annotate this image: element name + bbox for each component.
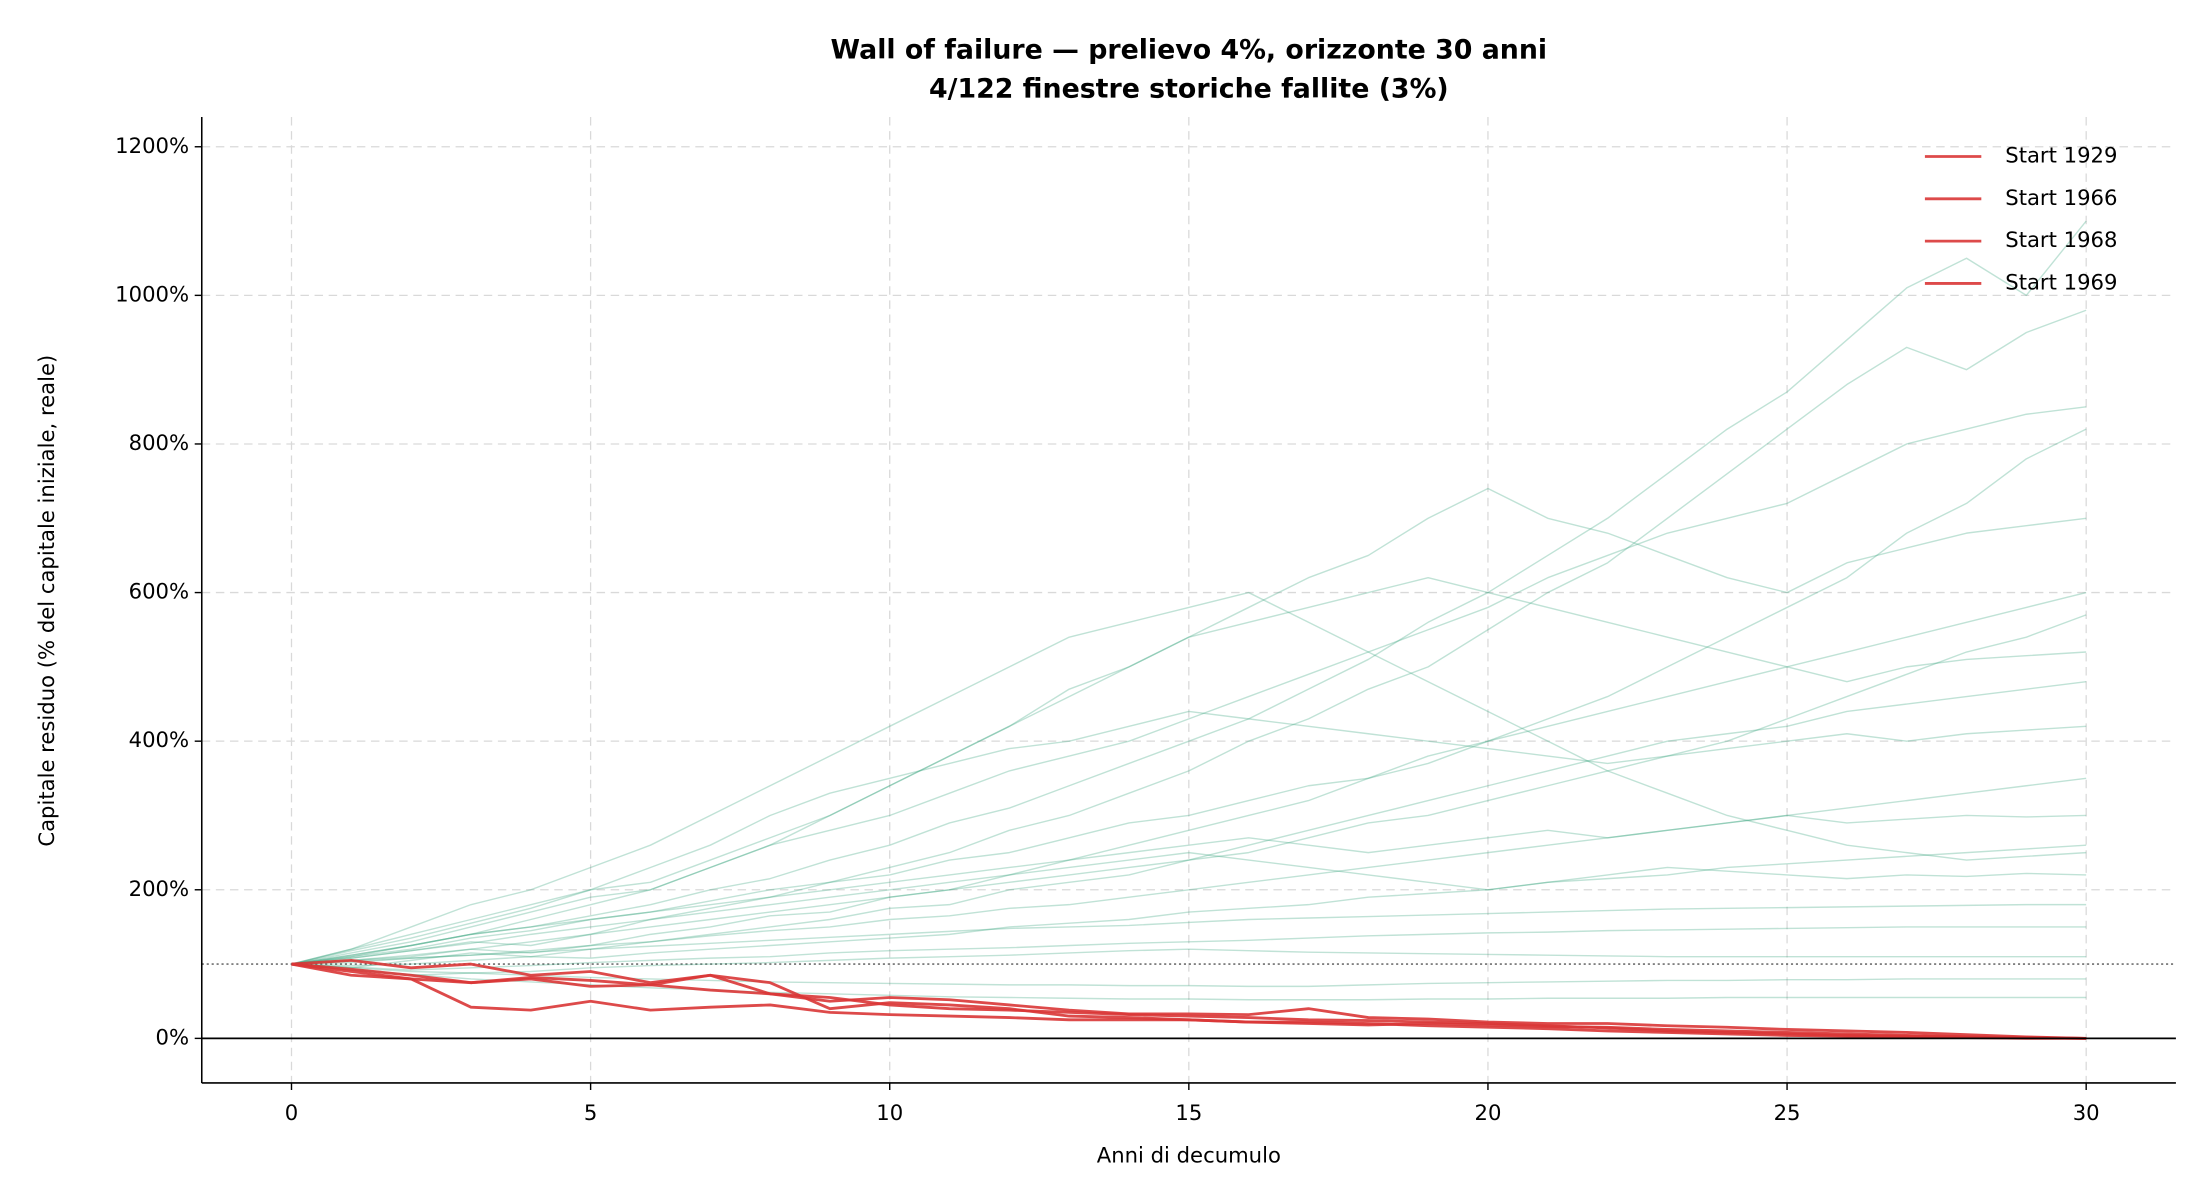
series-line xyxy=(291,903,2087,965)
series-line xyxy=(291,406,2087,965)
series-line xyxy=(291,958,2087,1040)
series-line xyxy=(291,926,2087,971)
legend-label: Start 1968 xyxy=(2005,227,2117,252)
series-line xyxy=(291,814,2087,965)
series-line xyxy=(291,220,2087,965)
legend-label: Start 1929 xyxy=(2005,143,2117,168)
y-tick-label: 1000% xyxy=(115,281,189,306)
chart-title: Wall of failure — prelievo 4%, orizzonte… xyxy=(831,34,1548,65)
x-axis-label: Anni di decumulo xyxy=(1097,1142,1281,1167)
series-line xyxy=(291,851,2087,965)
series-line xyxy=(291,948,2087,976)
chart-subtitle: 4/122 finestre storiche fallite (3%) xyxy=(929,74,1449,105)
series-line xyxy=(291,962,2087,1040)
series-line xyxy=(291,577,2087,965)
series-line xyxy=(291,681,2087,965)
y-tick-label: 0% xyxy=(156,1024,190,1049)
series-line xyxy=(291,309,2087,965)
series-line xyxy=(291,963,2087,1001)
y-tick-label: 1200% xyxy=(115,133,189,158)
x-tick-label: 25 xyxy=(1774,1100,1801,1125)
legend-label: Start 1966 xyxy=(2005,185,2117,210)
series-line xyxy=(291,844,2087,967)
x-tick-label: 5 xyxy=(584,1100,597,1125)
series-line xyxy=(291,591,2087,965)
y-tick-label: 400% xyxy=(129,727,189,752)
series-line xyxy=(291,428,2087,965)
legend: Start 1929 Start 1966 Start 1968 Start 1969 xyxy=(1924,143,2117,294)
legend-label: Start 1969 xyxy=(2005,269,2117,294)
x-tick-label: 20 xyxy=(1474,1100,1501,1125)
y-axis-label: Capitale residuo (% del capitale inizial… xyxy=(34,355,59,847)
y-tick-label: 800% xyxy=(129,430,189,455)
series-line xyxy=(291,487,2087,965)
series-line xyxy=(291,963,2087,988)
x-tick-label: 15 xyxy=(1175,1100,1202,1125)
x-tick-label: 0 xyxy=(285,1100,298,1125)
grid xyxy=(201,117,2176,1083)
series-line xyxy=(291,614,2087,969)
y-tick-label: 200% xyxy=(129,876,189,901)
axes: 0% 200% 400% 600% 800% 1000% 1200% 0 5 10 15 20 25 30 xyxy=(115,117,2176,1125)
series-line xyxy=(291,777,2087,965)
series-line xyxy=(291,591,2087,965)
series-line xyxy=(291,710,2087,965)
x-tick-label: 10 xyxy=(876,1100,903,1125)
y-tick-label: 600% xyxy=(129,579,189,604)
x-tick-label: 30 xyxy=(2073,1100,2100,1125)
plot-area xyxy=(201,220,2176,1040)
series-line xyxy=(291,962,2087,1040)
